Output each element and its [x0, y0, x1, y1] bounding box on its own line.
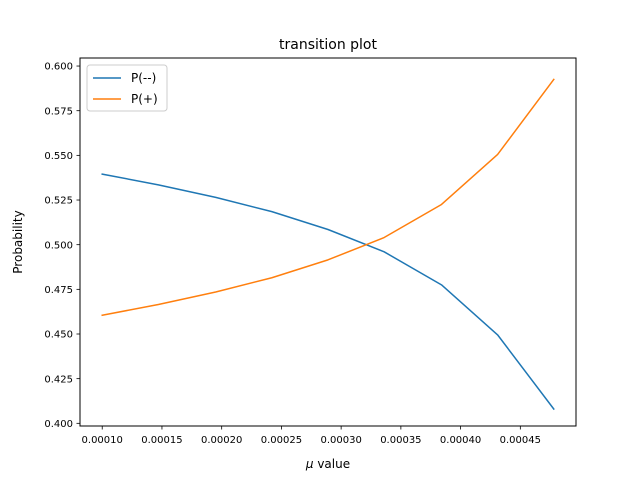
y-tick-label: 0.550: [44, 151, 73, 162]
y-tick-label: 0.575: [44, 106, 73, 117]
legend: P(--) P(+): [86, 64, 168, 112]
x-tick-label: 0.00040: [440, 435, 481, 446]
x-tick-label: 0.00015: [141, 435, 182, 446]
x-tick-label: 0.00020: [201, 435, 242, 446]
x-tick-label: 0.00045: [500, 435, 541, 446]
series-line-2: [101, 78, 555, 317]
axes-frame: [79, 57, 577, 427]
y-tick-label: 0.450: [44, 330, 73, 341]
legend-label-1: P(--): [131, 71, 156, 85]
x-axis-label-text: value: [314, 457, 351, 471]
y-axis-label: Probability: [11, 210, 25, 273]
y-tick-label: 0.600: [44, 62, 73, 73]
y-tick-label: 0.400: [44, 419, 73, 430]
y-tick-label: 0.475: [44, 285, 73, 296]
y-tick-label: 0.500: [44, 240, 73, 251]
series-line-1: [101, 173, 555, 411]
series-layer: [101, 78, 555, 411]
x-tick-label: 0.00035: [380, 435, 421, 446]
chart-title: transition plot: [279, 37, 377, 53]
x-axis-label: μ value: [305, 457, 350, 471]
x-axis-label-symbol: μ: [305, 457, 314, 471]
x-ticks: 0.00010 0.00015 0.00020 0.00025 0.00030 0.000…: [82, 426, 541, 446]
y-ticks: 0.400 0.425 0.450 0.475 0.500 0.525 0.550 0.575…: [44, 62, 80, 430]
x-tick-label: 0.00010: [82, 435, 123, 446]
y-tick-label: 0.525: [44, 196, 73, 207]
y-tick-label: 0.425: [44, 374, 73, 385]
x-tick-label: 0.00025: [261, 435, 302, 446]
x-tick-label: 0.00030: [320, 435, 361, 446]
legend-label-2: P(+): [131, 92, 158, 106]
